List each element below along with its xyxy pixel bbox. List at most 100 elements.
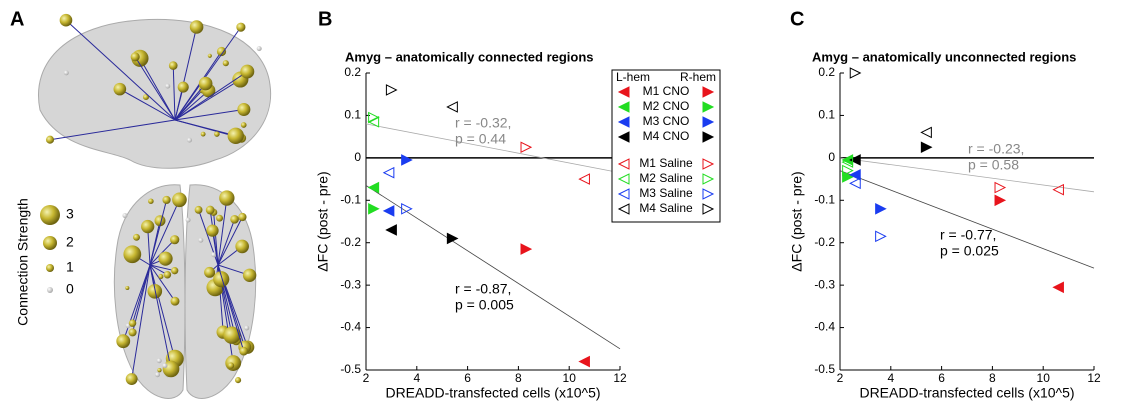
node-sphere <box>113 82 127 96</box>
node-sphere <box>240 122 247 128</box>
connection <box>149 239 176 266</box>
triangle-marker <box>920 141 933 154</box>
node-sphere <box>214 131 220 137</box>
node-sphere <box>187 137 193 143</box>
legend-marker <box>702 173 715 185</box>
connection <box>174 86 184 121</box>
node-sphere <box>205 205 215 215</box>
node-sphere <box>177 81 189 93</box>
triangle-marker <box>849 154 861 166</box>
node-sphere <box>122 213 128 219</box>
y-tick-label: -0.2 <box>814 235 835 249</box>
connection <box>119 88 176 121</box>
node-sphere <box>45 135 55 144</box>
x-tick-label: 10 <box>1037 371 1051 385</box>
connection <box>134 56 176 121</box>
legend-marker <box>617 173 630 185</box>
x-tick-label: 12 <box>1087 371 1101 385</box>
legend-label: M4 CNO <box>643 129 690 143</box>
x-tick-label: 6 <box>938 371 945 385</box>
y-tick-label: -0.3 <box>340 277 361 291</box>
legend-marker <box>617 203 630 215</box>
triangle-marker <box>994 181 1007 194</box>
triangle-marker <box>849 177 861 190</box>
brain-renderings <box>38 13 272 399</box>
node-sphere <box>162 195 171 205</box>
legend-marker <box>617 116 630 128</box>
chart-title: Amyg – anatomically unconnected regions <box>812 49 1076 64</box>
legend-marker <box>702 131 715 143</box>
triangle-marker <box>841 156 854 168</box>
legend-label: M4 Saline <box>639 201 693 215</box>
legend-title: Connection Strength <box>15 198 31 326</box>
node-sphere <box>156 358 162 364</box>
node-sphere <box>148 198 154 204</box>
triangle-marker <box>401 202 413 215</box>
node-sphere <box>239 346 249 356</box>
panel-label: B <box>318 8 332 30</box>
node-sphere <box>116 334 131 349</box>
legend-label: 1 <box>66 259 74 275</box>
legend-label: M3 Saline <box>639 186 693 200</box>
triangle-marker <box>382 205 395 217</box>
node-sphere <box>158 251 173 266</box>
node-sphere <box>125 373 138 386</box>
annotation: p = 0.025 <box>940 243 999 259</box>
connection <box>122 264 151 342</box>
fit-line <box>839 170 1095 269</box>
triangle-marker <box>875 202 887 215</box>
node-sphere <box>194 205 203 214</box>
y-tick-label: -0.4 <box>340 320 361 334</box>
node-sphere <box>223 326 241 344</box>
node-sphere <box>172 192 187 208</box>
connection <box>174 83 207 121</box>
node-sphere <box>235 377 242 384</box>
triangle-marker <box>368 111 380 124</box>
annotation: p = 0.58 <box>968 157 1019 173</box>
node-sphere <box>219 190 235 206</box>
node-sphere <box>207 53 212 58</box>
node-sphere <box>170 235 180 245</box>
connection <box>149 264 176 302</box>
annotation: r = -0.77, <box>940 227 996 243</box>
node-sphere <box>227 127 244 144</box>
x-tick-label: 2 <box>837 371 844 385</box>
node-sphere <box>216 214 224 222</box>
annotation: r = -0.23, <box>968 141 1024 157</box>
legend-label: 0 <box>66 281 74 297</box>
y-tick-label: -0.5 <box>814 362 835 376</box>
node-sphere <box>59 13 73 27</box>
x-tick-label: 4 <box>413 371 420 385</box>
legend-box <box>611 69 721 223</box>
x-tick-label: 2 <box>363 371 370 385</box>
connection <box>65 19 176 121</box>
legend-marker <box>702 101 715 113</box>
triangle-marker <box>1052 183 1064 196</box>
connection <box>217 197 228 266</box>
triangle-marker <box>385 224 397 236</box>
node-sphere <box>206 224 219 237</box>
node-sphere <box>157 368 162 373</box>
node-sphere <box>154 215 166 227</box>
node-sphere <box>171 267 179 275</box>
y-tick-label: -0.2 <box>340 235 361 249</box>
triangle-marker <box>368 202 380 215</box>
connection <box>174 119 236 137</box>
node-sphere <box>242 268 257 283</box>
triangle-marker <box>1052 281 1064 294</box>
node-sphere <box>130 52 140 62</box>
connection <box>131 264 151 380</box>
node-sphere <box>204 266 216 278</box>
legend-marker <box>702 116 715 128</box>
connection <box>132 264 151 324</box>
triangle-marker <box>520 243 533 255</box>
node-sphere <box>222 60 229 67</box>
legend-label: M2 CNO <box>643 99 690 113</box>
triangle-marker <box>367 181 380 194</box>
node-sphere <box>256 46 262 52</box>
legend-label: M1 Saline <box>639 156 693 170</box>
triangle-marker <box>382 166 395 179</box>
node-sphere <box>143 94 149 101</box>
legend-marker <box>702 203 715 215</box>
